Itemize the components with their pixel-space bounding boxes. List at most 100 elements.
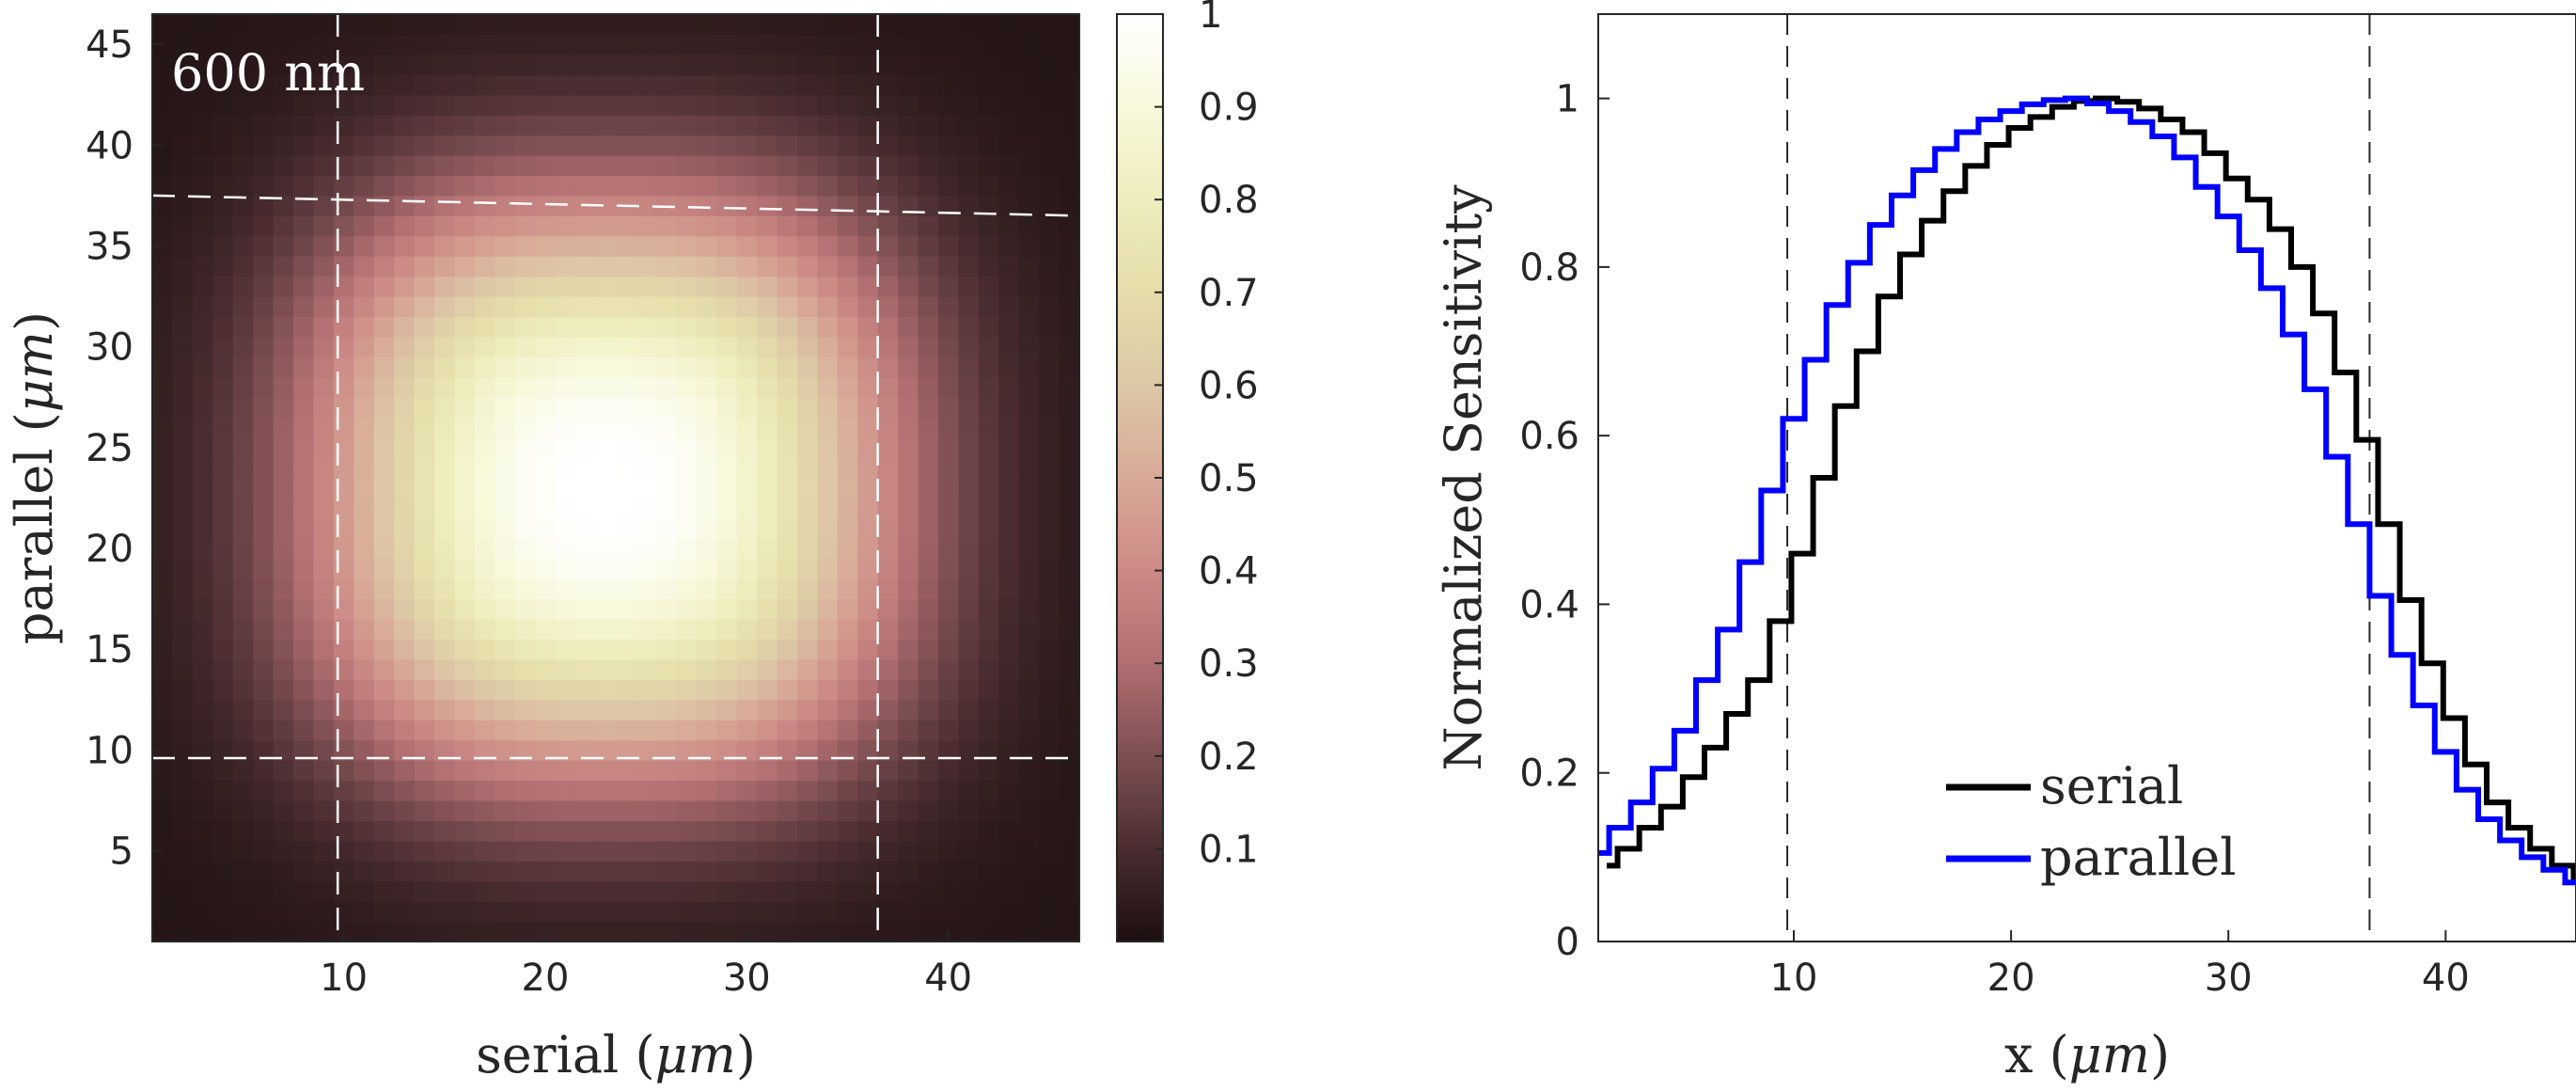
heatmap-cell <box>394 397 416 419</box>
heatmap-cell <box>898 739 919 761</box>
heatmap-cell <box>293 94 315 116</box>
heatmap-cell <box>796 417 818 438</box>
heatmap-cell <box>857 639 879 660</box>
colorbar-tick-label: 0.2 <box>1199 736 1259 779</box>
heatmap-cell <box>918 356 939 378</box>
heatmap-cell <box>454 720 476 741</box>
heatmap-cell <box>958 135 980 156</box>
heatmap-cell <box>232 498 254 519</box>
heatmap-cell <box>716 799 738 821</box>
heatmap-cell <box>373 498 395 519</box>
heatmap-cell <box>514 316 536 338</box>
heatmap-cell <box>696 74 717 96</box>
heatmap-cell <box>172 861 194 882</box>
heatmap-cell <box>555 598 576 620</box>
heatmap-cell <box>192 840 213 862</box>
heatmap-cell <box>555 720 576 741</box>
heatmap-cell <box>434 34 456 55</box>
heatmap-cell <box>414 558 435 579</box>
heatmap-cell <box>373 861 395 882</box>
heatmap-cell <box>495 235 516 257</box>
heatmap-cell <box>636 94 657 116</box>
heatmap-cell <box>575 215 597 237</box>
heatmap-cell <box>716 619 738 641</box>
heatmap-cell <box>1018 256 1040 277</box>
heatmap-cell <box>1039 921 1060 942</box>
heatmap-cell <box>937 720 959 741</box>
heatmap-cell <box>716 296 738 318</box>
heatmap-cell <box>978 578 999 600</box>
heatmap-cell <box>434 215 456 237</box>
heatmap-cell <box>857 376 879 398</box>
heatmap-cell <box>736 54 758 75</box>
heatmap-cell <box>837 901 858 923</box>
heatmap-cell <box>313 658 335 680</box>
heatmap-cell <box>273 256 294 277</box>
heatmap-cell <box>918 760 939 782</box>
heatmap-cell <box>1018 720 1040 741</box>
heatmap-cell <box>373 115 395 136</box>
heatmap-cell <box>817 901 839 923</box>
heatmap-cell <box>777 598 798 620</box>
heatmap-cell <box>676 619 698 641</box>
heatmap-cell <box>353 578 375 600</box>
heatmap-cell <box>1059 901 1080 923</box>
heatmap-cell <box>555 639 576 660</box>
heatmap-cell <box>293 739 315 761</box>
heatmap-cell <box>696 760 717 782</box>
heatmap-cell <box>696 921 717 942</box>
heatmap-cell <box>414 135 435 156</box>
heatmap-cell <box>454 94 476 116</box>
heatmap-cell <box>373 720 395 741</box>
heatmap-cell <box>514 14 536 36</box>
heatmap-cell <box>636 135 657 156</box>
heatmap-cell <box>293 578 315 600</box>
heatmap-cell <box>757 558 778 579</box>
heatmap-cell <box>777 54 798 75</box>
heatmap-cell <box>918 861 939 882</box>
heatmap-cell <box>555 115 576 136</box>
heatmap-cell <box>192 155 213 177</box>
heatmap-cell <box>414 215 435 237</box>
heatmap-cell <box>595 256 617 277</box>
heatmap-cell <box>696 175 717 197</box>
heatmap-cell <box>998 457 1020 479</box>
heatmap-cell <box>898 437 919 459</box>
heatmap-cell <box>454 840 476 862</box>
heatmap-cell <box>253 840 275 862</box>
heatmap-cell <box>676 598 698 620</box>
heatmap-cell <box>696 135 717 156</box>
heatmap-cell <box>595 316 617 338</box>
heatmap-cell <box>273 921 294 942</box>
heatmap-cell <box>736 578 758 600</box>
heatmap-cell <box>857 538 879 560</box>
heatmap-cell <box>434 578 456 600</box>
heatmap-cell <box>595 296 617 318</box>
heatmap-cell <box>918 921 939 942</box>
heatmap-cell <box>514 799 536 821</box>
heatmap-cell <box>172 457 194 479</box>
heatmap-cell <box>1018 175 1040 197</box>
heatmap-cell <box>837 34 858 55</box>
heatmap-cell <box>353 34 375 55</box>
heatmap-cell <box>655 820 677 842</box>
heatmap-cell <box>978 457 999 479</box>
heatmap-cell <box>373 517 395 539</box>
heatmap-cell <box>636 296 657 318</box>
heatmap-cell <box>918 658 939 680</box>
heatmap-cell <box>757 799 778 821</box>
heatmap-cell <box>676 34 698 55</box>
heatmap-cell <box>172 316 194 338</box>
heatmap-cell <box>353 54 375 75</box>
heatmap-cell <box>575 94 597 116</box>
heatmap-cell <box>877 437 899 459</box>
heatmap-cell <box>676 235 698 257</box>
heatmap-cell <box>676 155 698 177</box>
heatmap-cell <box>937 578 959 600</box>
heatmap-cell <box>1059 478 1080 499</box>
heatmap-cell <box>978 699 999 720</box>
heatmap-cell <box>414 679 435 701</box>
heatmap-cell <box>978 417 999 438</box>
heatmap-cell <box>232 679 254 701</box>
heatmap-cell <box>353 356 375 378</box>
